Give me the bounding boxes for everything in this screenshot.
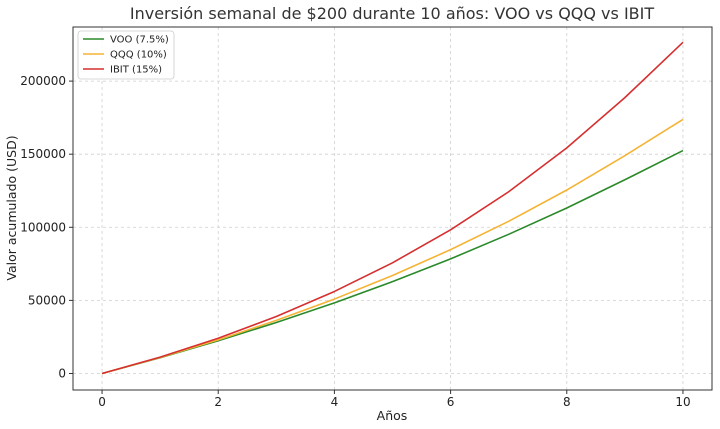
y-axis-label: Valor acumulado (USD) — [4, 135, 19, 280]
x-axis: 0 2 4 6 8 10 — [98, 390, 691, 409]
plot-area-frame — [72, 26, 713, 391]
y-tick-label: 150000 — [20, 147, 66, 161]
series-line-2 — [101, 41, 684, 375]
y-axis: 0 50000 100000 150000 200000 — [20, 74, 73, 380]
legend: VOO (7.5%) QQQ (10%) IBIT (15%) — [77, 30, 175, 80]
x-tick-label: 8 — [563, 395, 571, 409]
x-tick-label: 4 — [331, 395, 339, 409]
x-tick-label: 10 — [675, 395, 690, 409]
y-tick-label: 100000 — [20, 220, 66, 234]
chart-title: Inversión semanal de $200 durante 10 año… — [130, 4, 655, 23]
y-tick-label: 200000 — [20, 74, 66, 88]
series-lines — [101, 41, 684, 375]
legend-label-0: VOO (7.5%) — [110, 35, 169, 46]
x-tick-label: 2 — [214, 395, 222, 409]
series-line-1 — [101, 118, 684, 375]
x-axis-label: Años — [377, 408, 408, 423]
y-tick-label: 0 — [58, 366, 66, 380]
legend-box — [77, 30, 175, 80]
legend-label-1: QQQ (10%) — [110, 50, 167, 61]
x-tick-label: 6 — [447, 395, 455, 409]
y-tick-label: 50000 — [28, 293, 66, 307]
grid — [73, 27, 712, 390]
x-tick-label: 0 — [98, 395, 106, 409]
legend-label-2: IBIT (15%) — [110, 65, 162, 76]
